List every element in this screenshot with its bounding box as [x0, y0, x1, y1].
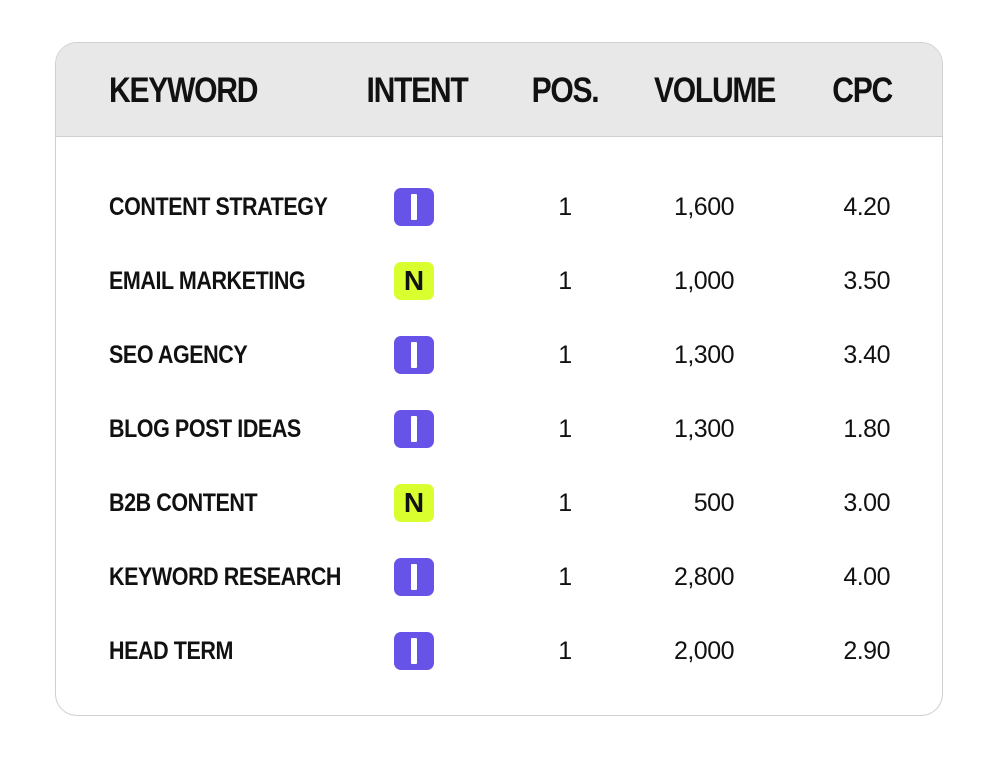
intent-badge-informational: [394, 188, 434, 226]
position-cell: 1: [558, 193, 572, 221]
table-row: SEO AGENCY 1 1,300 3.40: [56, 330, 942, 380]
intent-badge-glyph: [411, 638, 417, 664]
keyword-cell: CONTENT STRATEGY: [109, 193, 328, 221]
position-cell: 1: [558, 415, 572, 443]
table-header: KEYWORD INTENT POS. VOLUME CPC: [56, 43, 942, 137]
volume-cell: 1,300: [673, 341, 735, 369]
intent-badge-glyph: [411, 342, 417, 368]
volume-cell: 2,800: [673, 563, 735, 591]
volume-cell: 500: [693, 489, 735, 517]
header-keyword: KEYWORD: [109, 71, 258, 110]
volume-cell: 1,300: [673, 415, 735, 443]
cpc-cell: 3.00: [843, 489, 890, 517]
keyword-cell: SEO AGENCY: [109, 341, 248, 369]
intent-badge-informational: [394, 558, 434, 596]
cpc-cell: 3.40: [843, 341, 890, 369]
volume-cell: 1,000: [673, 267, 735, 295]
intent-badge-glyph: [411, 194, 417, 220]
position-cell: 1: [558, 637, 572, 665]
keyword-cell: HEAD TERM: [109, 637, 233, 665]
header-intent: INTENT: [366, 71, 469, 110]
cpc-cell: 2.90: [843, 637, 890, 665]
table-row: B2B CONTENT N 1 500 3.00: [56, 478, 942, 528]
volume-cell: 1,600: [673, 193, 735, 221]
volume-cell: 2,000: [673, 637, 735, 665]
intent-badge-informational: [394, 336, 434, 374]
cpc-cell: 1.80: [843, 415, 890, 443]
position-cell: 1: [558, 489, 572, 517]
cpc-cell: 4.00: [843, 563, 890, 591]
cpc-cell: 3.50: [843, 267, 890, 295]
keyword-cell: BLOG POST IDEAS: [109, 415, 301, 443]
position-cell: 1: [558, 563, 572, 591]
intent-badge-navigational: N: [394, 262, 434, 300]
table-row: HEAD TERM 1 2,000 2.90: [56, 626, 942, 676]
keyword-cell: B2B CONTENT: [109, 489, 258, 517]
table-row: EMAIL MARKETING N 1 1,000 3.50: [56, 256, 942, 306]
header-volume: VOLUME: [653, 71, 776, 110]
intent-badge-glyph: [411, 564, 417, 590]
position-cell: 1: [558, 267, 572, 295]
intent-badge-informational: [394, 410, 434, 448]
keyword-table-card: KEYWORD INTENT POS. VOLUME CPC CONTENT S…: [55, 42, 943, 716]
intent-badge-navigational: N: [394, 484, 434, 522]
keyword-cell: EMAIL MARKETING: [109, 267, 306, 295]
keyword-cell: KEYWORD RESEARCH: [109, 563, 342, 591]
header-cpc: CPC: [832, 71, 893, 110]
position-cell: 1: [558, 341, 572, 369]
intent-badge-informational: [394, 632, 434, 670]
table-row: KEYWORD RESEARCH 1 2,800 4.00: [56, 552, 942, 602]
cpc-cell: 4.20: [843, 193, 890, 221]
header-pos: POS.: [531, 71, 600, 110]
table-row: CONTENT STRATEGY 1 1,600 4.20: [56, 182, 942, 232]
table-row: BLOG POST IDEAS 1 1,300 1.80: [56, 404, 942, 454]
intent-badge-glyph: [411, 416, 417, 442]
